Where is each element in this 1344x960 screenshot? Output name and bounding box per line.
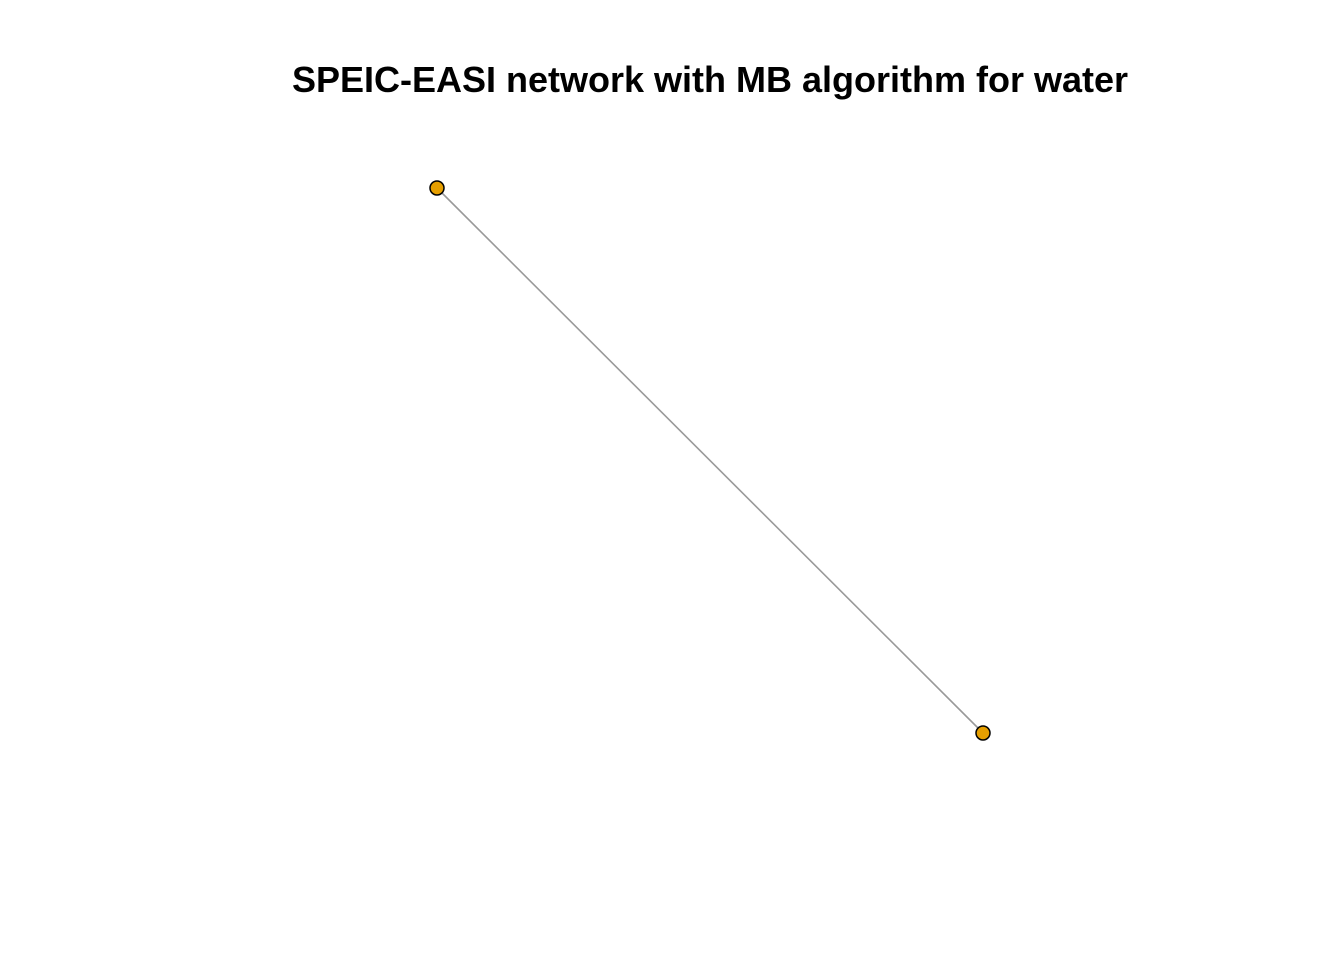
network-node	[975, 725, 991, 741]
network-node	[429, 180, 445, 196]
plot-title: SPEIC-EASI network with MB algorithm for…	[291, 59, 1129, 100]
network-edge	[436, 187, 984, 734]
